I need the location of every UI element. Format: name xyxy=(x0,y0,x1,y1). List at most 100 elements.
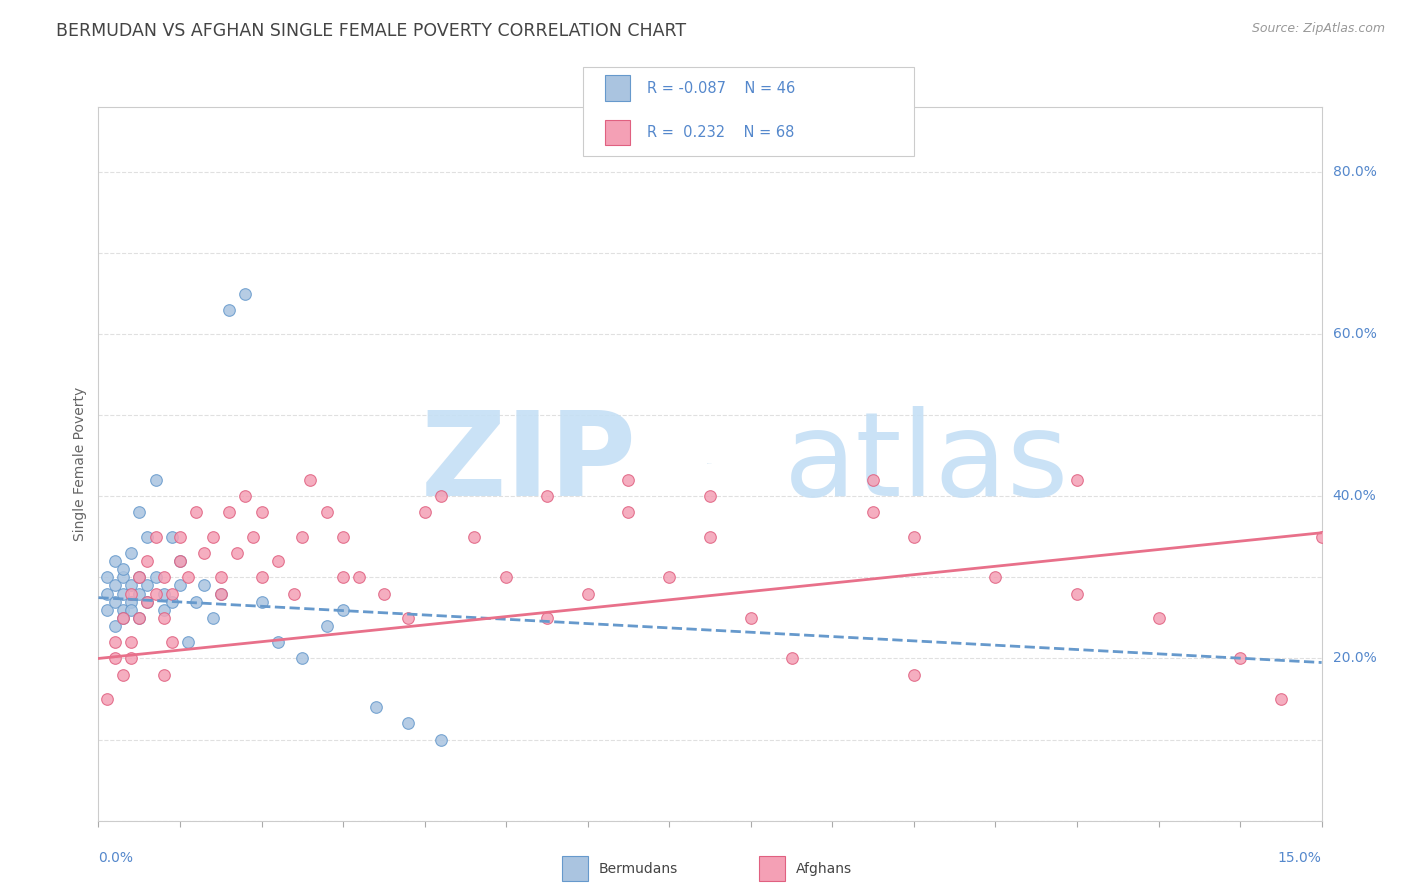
Point xyxy=(96,603,118,617)
Point xyxy=(104,635,127,649)
Point xyxy=(160,586,183,600)
Point xyxy=(152,586,174,600)
Point xyxy=(617,506,640,520)
Point xyxy=(169,554,191,568)
Point xyxy=(111,611,134,625)
Point xyxy=(250,506,273,520)
Point xyxy=(128,586,150,600)
Point xyxy=(903,667,925,681)
Point xyxy=(699,489,721,503)
Point xyxy=(536,611,558,625)
Point xyxy=(315,619,337,633)
Point xyxy=(160,635,183,649)
Point xyxy=(984,570,1007,584)
Point xyxy=(104,554,127,568)
Point xyxy=(160,595,183,609)
Point xyxy=(862,506,884,520)
Point xyxy=(120,635,142,649)
Point xyxy=(201,611,224,625)
Point xyxy=(111,570,134,584)
Point xyxy=(120,595,142,609)
Point xyxy=(291,530,314,544)
Text: 20.0%: 20.0% xyxy=(1333,651,1376,665)
Point xyxy=(193,578,215,592)
Point xyxy=(299,473,322,487)
Point xyxy=(96,692,118,706)
Point xyxy=(145,586,167,600)
Point xyxy=(332,570,354,584)
Y-axis label: Single Female Poverty: Single Female Poverty xyxy=(73,387,87,541)
Point xyxy=(780,651,803,665)
Point xyxy=(111,611,134,625)
Point xyxy=(332,603,354,617)
Text: #c8dff0: #c8dff0 xyxy=(707,463,713,465)
Point xyxy=(1066,586,1088,600)
Point xyxy=(495,570,517,584)
Point xyxy=(169,554,191,568)
Point xyxy=(1310,530,1333,544)
Point xyxy=(145,570,167,584)
Point xyxy=(120,603,142,617)
Text: ZIP: ZIP xyxy=(420,407,637,521)
Point xyxy=(396,611,419,625)
Point xyxy=(104,651,127,665)
Text: 0.0%: 0.0% xyxy=(98,851,134,865)
Point xyxy=(349,570,371,584)
Point xyxy=(96,586,118,600)
Point xyxy=(128,611,150,625)
Point xyxy=(128,506,150,520)
Text: Afghans: Afghans xyxy=(796,862,852,876)
Point xyxy=(120,651,142,665)
Point xyxy=(463,530,485,544)
Text: Source: ZipAtlas.com: Source: ZipAtlas.com xyxy=(1251,22,1385,36)
Point xyxy=(209,586,232,600)
Point xyxy=(332,530,354,544)
Point xyxy=(430,489,453,503)
Point xyxy=(111,667,134,681)
Point xyxy=(430,732,453,747)
Point xyxy=(1229,651,1251,665)
Point xyxy=(120,578,142,592)
Point xyxy=(152,570,174,584)
Point xyxy=(136,595,159,609)
Point xyxy=(226,546,249,560)
Text: 80.0%: 80.0% xyxy=(1333,165,1376,179)
Point xyxy=(218,506,240,520)
Point xyxy=(169,530,191,544)
Point xyxy=(152,611,174,625)
Point xyxy=(128,611,150,625)
Point xyxy=(536,489,558,503)
Text: 15.0%: 15.0% xyxy=(1278,851,1322,865)
Point xyxy=(209,586,232,600)
Point xyxy=(233,286,256,301)
Point xyxy=(250,570,273,584)
Point xyxy=(862,473,884,487)
Point xyxy=(576,586,599,600)
Point xyxy=(177,635,200,649)
Point xyxy=(152,603,174,617)
Point xyxy=(169,578,191,592)
Point xyxy=(617,473,640,487)
Text: R = -0.087    N = 46: R = -0.087 N = 46 xyxy=(647,80,794,95)
Text: R =  0.232    N = 68: R = 0.232 N = 68 xyxy=(647,125,794,140)
Text: BERMUDAN VS AFGHAN SINGLE FEMALE POVERTY CORRELATION CHART: BERMUDAN VS AFGHAN SINGLE FEMALE POVERTY… xyxy=(56,22,686,40)
Text: atlas: atlas xyxy=(783,407,1069,521)
Point xyxy=(364,700,387,714)
Point xyxy=(104,595,127,609)
Point xyxy=(1147,611,1170,625)
Point xyxy=(218,302,240,317)
Point xyxy=(136,554,159,568)
Point xyxy=(111,586,134,600)
Point xyxy=(111,603,134,617)
Point xyxy=(658,570,681,584)
Point xyxy=(250,595,273,609)
Point xyxy=(291,651,314,665)
Point xyxy=(104,619,127,633)
Point xyxy=(104,578,127,592)
Point xyxy=(145,473,167,487)
Point xyxy=(186,506,208,520)
Point xyxy=(96,570,118,584)
Point xyxy=(201,530,224,544)
Text: 40.0%: 40.0% xyxy=(1333,490,1376,503)
Point xyxy=(283,586,305,600)
